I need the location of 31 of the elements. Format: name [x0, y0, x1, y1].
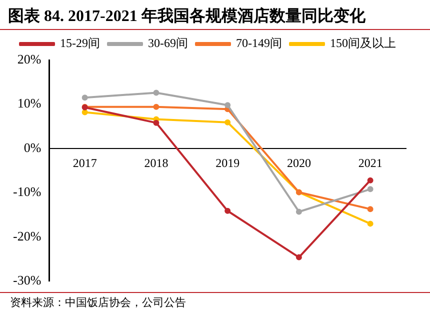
point [82, 109, 88, 116]
y-tick-label: 0% [24, 140, 42, 155]
legend-label: 70-149间 [236, 36, 282, 50]
point [296, 208, 302, 215]
y-tick-label: -30% [12, 272, 42, 288]
y-tick-label: -20% [12, 228, 42, 244]
x-tick-label: 2017 [72, 156, 97, 170]
x-tick-label: 2018 [144, 156, 168, 170]
point [82, 94, 88, 101]
point [367, 177, 374, 184]
point [224, 208, 231, 214]
chart-title: 图表 84. 2017-2021 年我国各规模酒店数量同比变化 [0, 0, 430, 30]
y-tick-label: 20% [17, 51, 42, 66]
point [224, 102, 231, 108]
point [296, 254, 302, 260]
point [153, 90, 160, 96]
x-tick-label: 2019 [216, 156, 240, 170]
legend-label: 30-69间 [148, 36, 188, 50]
point [153, 104, 160, 110]
text: 资料来源：中国饭店协会，公司公告 [0, 292, 430, 312]
legend-label: 150间及以上 [330, 36, 396, 50]
point [224, 119, 231, 126]
point [367, 186, 374, 192]
point [153, 120, 160, 126]
point [367, 220, 374, 227]
legend-label: 15-29间 [60, 36, 100, 50]
y-tick-label: 10% [17, 96, 42, 111]
point [367, 206, 374, 212]
x-tick-label: 2021 [358, 156, 382, 170]
y-tick-label: -10% [12, 184, 42, 200]
x-tick-label: 2020 [286, 156, 311, 170]
